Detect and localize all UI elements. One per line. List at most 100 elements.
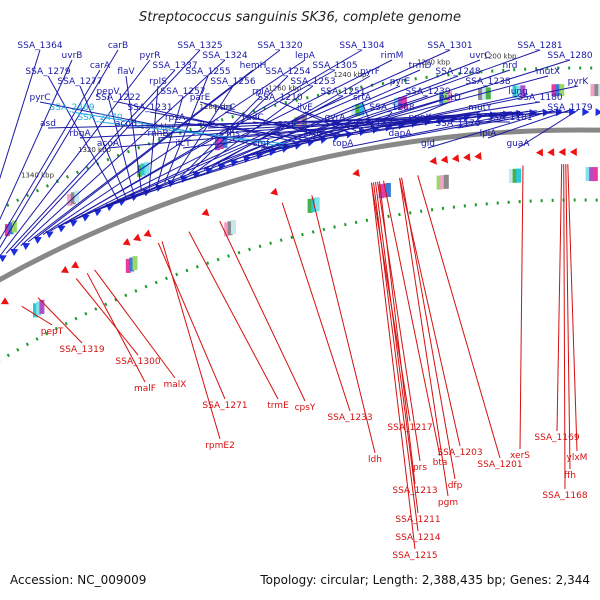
forward-gene-label[interactable]: pyrR — [140, 51, 161, 61]
reverse-gene-label[interactable]: pepT — [41, 327, 64, 337]
forward-gene-label[interactable]: SSA_1255 — [185, 67, 230, 77]
forward-gene-label[interactable]: SSA_1279 — [25, 67, 70, 77]
forward-gene-label[interactable]: parC — [214, 103, 235, 113]
reverse-gene-label[interactable]: prs — [413, 463, 427, 473]
forward-gene-label[interactable]: SSA_1364 — [17, 41, 62, 51]
forward-gene-label[interactable]: SSA_1179 — [547, 103, 592, 113]
forward-gene-label[interactable]: uvrC — [469, 51, 490, 61]
forward-gene-label[interactable]: SSA_2470 — [77, 113, 122, 123]
reverse-gene-label[interactable]: SSA_1217 — [387, 423, 432, 433]
reverse-gene-label[interactable]: trmE — [267, 401, 289, 411]
forward-gene-label[interactable]: carB — [108, 41, 128, 51]
reverse-gene-label[interactable]: dfp — [448, 481, 463, 491]
reverse-gene-label[interactable]: xerS — [510, 451, 530, 461]
forward-gene-label[interactable]: SSA_1324 — [202, 51, 247, 61]
forward-gene-label[interactable]: SSA_1172 — [347, 119, 392, 129]
reverse-gene-label[interactable]: SSA_1271 — [202, 401, 247, 411]
forward-gene-label[interactable]: SSA_1277 — [57, 77, 102, 87]
reverse-gene-label[interactable]: SSA_1203 — [437, 448, 482, 458]
forward-gene-label[interactable]: SSA_1253 — [290, 77, 335, 87]
forward-gene-label[interactable]: hemH — [240, 61, 267, 71]
forward-gene-label[interactable]: SSA_1238 — [465, 77, 510, 87]
forward-gene-label[interactable]: SSA_1222 — [95, 93, 140, 103]
forward-gene-label[interactable]: SSA_2469 — [49, 103, 94, 113]
reverse-gene-label[interactable]: cpsY — [295, 403, 316, 413]
reverse-gene-label[interactable]: SSA_1233 — [327, 413, 372, 423]
reverse-gene-label[interactable]: SSA_1169 — [534, 433, 579, 443]
forward-gene-label[interactable]: asd — [40, 119, 56, 129]
forward-gene-label[interactable]: SSA_1325 — [177, 41, 222, 51]
forward-gene-label[interactable]: gid — [421, 139, 435, 149]
forward-gene-label[interactable]: SSA_1208 — [369, 103, 414, 113]
forward-gene-label[interactable]: dapA — [388, 129, 412, 139]
forward-gene-label[interactable]: SSA_1248 — [435, 67, 480, 77]
forward-gene-label[interactable]: lplA — [480, 129, 498, 139]
forward-gene-label[interactable]: eutD — [439, 93, 461, 103]
forward-gene-label[interactable]: pyrK — [568, 77, 590, 87]
forward-gene-label[interactable]: acoA — [97, 139, 120, 149]
reverse-gene-label[interactable]: malF — [134, 384, 156, 394]
reverse-gene-label[interactable]: ylxM — [567, 453, 588, 463]
forward-gene-label[interactable]: acoL — [278, 119, 299, 129]
forward-gene-label[interactable]: SSA_1304 — [339, 41, 384, 51]
forward-gene-label[interactable]: acoC — [197, 119, 219, 129]
forward-gene-label[interactable]: pepV — [96, 87, 120, 97]
forward-gene-label[interactable]: lung — [508, 87, 528, 97]
forward-gene-label[interactable]: topA — [333, 139, 355, 149]
forward-gene-label[interactable]: ilvE — [297, 103, 313, 113]
forward-gene-label[interactable]: rimM — [381, 51, 404, 61]
forward-gene-label[interactable]: ilcT — [175, 139, 191, 149]
reverse-gene-label[interactable]: pgm — [438, 498, 458, 508]
forward-gene-label[interactable]: acoB — [115, 119, 137, 129]
forward-gene-label[interactable]: mutX — [536, 67, 560, 77]
forward-gene-label[interactable]: parE — [190, 93, 211, 103]
forward-gene-label[interactable]: SSA_1337 — [152, 61, 197, 71]
reverse-gene-label[interactable]: malX — [164, 380, 187, 390]
reverse-gene-label[interactable]: SSA_1319 — [59, 345, 104, 355]
forward-gene-label[interactable]: rnhB — [147, 129, 168, 139]
forward-gene-label[interactable]: uvrB — [62, 51, 83, 61]
forward-gene-label[interactable]: mutY — [468, 103, 492, 113]
forward-gene-label[interactable]: pyrC — [29, 93, 50, 103]
forward-gene-label[interactable]: SSA_1239 — [405, 87, 450, 97]
forward-gene-label[interactable]: SSA_1320 — [257, 41, 302, 51]
reverse-gene-label[interactable]: rpmE2 — [205, 441, 235, 451]
forward-gene-label[interactable]: guaA — [506, 139, 530, 149]
forward-gene-label[interactable]: srtA — [353, 93, 372, 103]
forward-gene-label[interactable]: fhs — [226, 129, 240, 139]
forward-gene-label[interactable]: SSA_1181 — [487, 113, 532, 123]
forward-gene-label[interactable]: SSA_1281 — [517, 41, 562, 51]
forward-gene-label[interactable]: pyrE — [390, 77, 411, 87]
reverse-gene-label[interactable]: ldh — [368, 455, 382, 465]
forward-gene-label[interactable]: gyrA — [325, 113, 347, 123]
reverse-gene-label[interactable]: SSA_1214 — [395, 533, 440, 543]
reverse-gene-label[interactable]: SSA_1168 — [542, 491, 587, 501]
forward-gene-label[interactable]: rbgA — [69, 129, 91, 139]
forward-gene-label[interactable]: alkD — [303, 129, 323, 139]
forward-gene-label[interactable]: nrd — [503, 61, 518, 71]
forward-gene-label[interactable]: SSA_1180 — [517, 93, 562, 103]
forward-gene-label[interactable]: SSA_1170 — [435, 119, 480, 129]
forward-gene-label[interactable]: SSA_1256 — [210, 77, 255, 87]
forward-gene-label[interactable]: SSA_1301 — [427, 41, 472, 51]
reverse-gene-label[interactable]: SSA_1215 — [392, 551, 437, 561]
reverse-gene-label[interactable]: SSA_1201 — [477, 460, 522, 470]
forward-gene-label[interactable]: pyrF — [360, 67, 380, 77]
forward-gene-label[interactable]: flaV — [117, 67, 135, 77]
forward-gene-label[interactable]: radC — [242, 113, 263, 123]
reverse-gene-label[interactable]: SSA_1211 — [395, 515, 440, 525]
forward-gene-label[interactable]: smf — [253, 139, 270, 149]
forward-gene-label[interactable]: rpiA — [252, 87, 271, 97]
forward-gene-label[interactable]: SSA_1210 — [257, 93, 302, 103]
reverse-gene-label[interactable]: ffh — [564, 471, 576, 481]
forward-gene-label[interactable]: carA — [90, 61, 111, 71]
reverse-gene-label[interactable]: SSA_1300 — [115, 357, 160, 367]
forward-gene-label[interactable]: rplS — [149, 77, 167, 87]
forward-gene-label[interactable]: SSA_1254 — [265, 67, 310, 77]
forward-gene-label[interactable]: SSA_1280 — [547, 51, 592, 61]
forward-gene-label[interactable]: trmD — [409, 61, 432, 71]
forward-gene-label[interactable]: rpsA — [165, 113, 186, 123]
forward-gene-label[interactable]: lepA — [295, 51, 316, 61]
forward-gene-label[interactable]: SSA_1257 — [160, 87, 205, 97]
reverse-gene-label[interactable]: bta — [433, 458, 448, 468]
